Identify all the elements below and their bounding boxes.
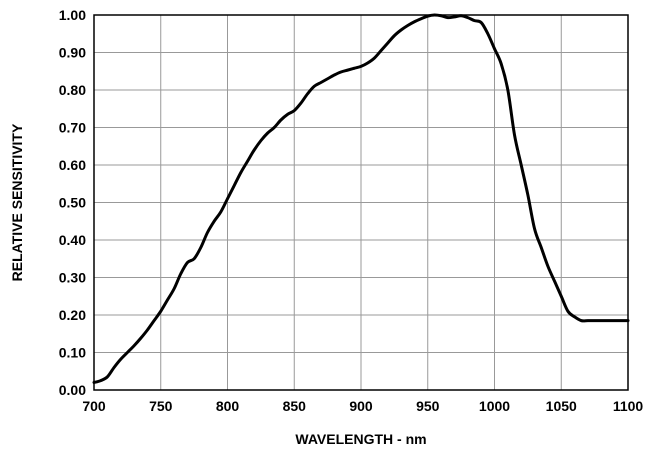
x-tick-label: 850 xyxy=(283,398,307,414)
sensitivity-series-line xyxy=(92,13,630,384)
x-tick-label: 1000 xyxy=(479,398,510,414)
y-tick-label: 0.80 xyxy=(59,82,86,98)
plot-frame xyxy=(93,14,629,391)
y-axis-title: RELATIVE SENSITIVITY xyxy=(9,123,25,281)
x-tick-label: 700 xyxy=(82,398,106,414)
x-tick-label: 800 xyxy=(216,398,240,414)
x-tick-labels: 700 750 800 850 900 950 1000 1050 1100 xyxy=(82,398,643,414)
y-tick-label: 0.50 xyxy=(59,195,86,211)
x-axis-title: WAVELENGTH - nm xyxy=(295,431,426,447)
y-tick-label: 0.70 xyxy=(59,120,86,136)
y-tick-label: 0.60 xyxy=(59,157,86,173)
x-tick-label: 950 xyxy=(416,398,440,414)
data-line-layer xyxy=(92,13,630,384)
x-tick-label: 750 xyxy=(149,398,173,414)
x-tick-label: 1100 xyxy=(613,398,644,414)
y-tick-label: 0.90 xyxy=(59,45,86,61)
plot-border xyxy=(93,14,629,391)
y-tick-label: 0.10 xyxy=(59,345,86,361)
grid xyxy=(93,14,629,391)
y-tick-label: 0.30 xyxy=(59,270,86,286)
x-tick-label: 1050 xyxy=(546,398,577,414)
y-tick-label: 0.40 xyxy=(59,232,86,248)
y-tick-label: 0.20 xyxy=(59,307,86,323)
y-tick-labels: 0.00 0.10 0.20 0.30 0.40 0.50 0.60 0.70 0.80 0.90… xyxy=(59,7,86,398)
x-tick-label: 900 xyxy=(349,398,373,414)
y-tick-label: 0.00 xyxy=(59,382,86,398)
y-tick-label: 1.00 xyxy=(59,7,86,23)
